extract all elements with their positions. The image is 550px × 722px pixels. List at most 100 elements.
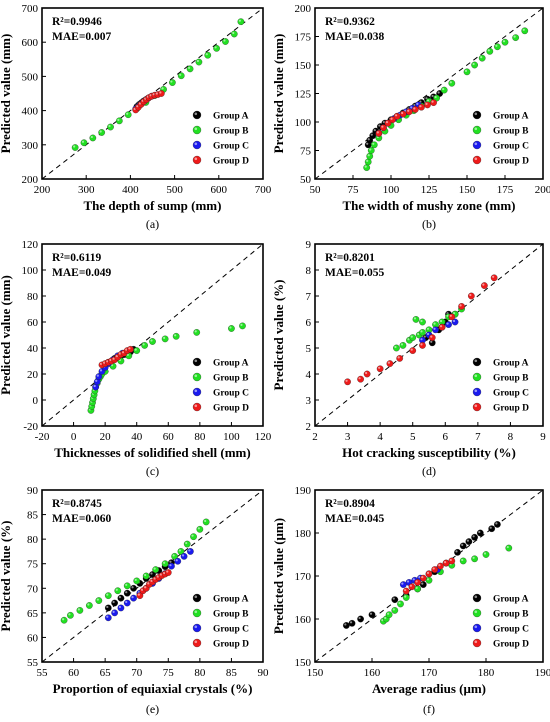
legend-marker-highlight (474, 112, 478, 116)
y-tick-label: 170 (295, 571, 312, 583)
point-highlight (381, 619, 384, 622)
data-point (445, 321, 452, 328)
point-highlight (344, 623, 347, 626)
data-point (123, 589, 131, 597)
data-point (142, 572, 150, 580)
point-highlight (144, 573, 147, 577)
data-point (204, 51, 212, 59)
point-highlight (140, 588, 144, 591)
point-highlight (106, 360, 109, 363)
data-point (375, 130, 383, 137)
point-highlight (125, 600, 128, 604)
legend-marker (192, 638, 202, 648)
legend-marker (472, 402, 482, 412)
data-point (414, 579, 421, 586)
x-tick-label: 170 (421, 667, 438, 679)
data-point (521, 27, 529, 35)
x-tick-label: 190 (535, 667, 550, 679)
legend-label: Group A (213, 112, 249, 122)
point-highlight (125, 583, 128, 586)
y-tick-label: 75 (300, 146, 312, 158)
legend-marker-highlight (194, 157, 198, 161)
point-highlight (376, 131, 379, 134)
y-tick-label: 190 (295, 485, 312, 497)
point-highlight (423, 335, 426, 338)
data-point (202, 518, 210, 526)
point-highlight (90, 135, 93, 139)
point-highlight (150, 579, 153, 582)
point-highlight (426, 332, 430, 336)
y-axis-label: Predicted value (%) (271, 280, 286, 391)
point-highlight (87, 603, 90, 606)
point-highlight (378, 366, 381, 369)
y-axis-label: Predicted value (mm) (271, 34, 286, 154)
legend-marker-highlight (474, 595, 478, 599)
point-highlight (166, 570, 169, 573)
point-highlight (128, 347, 131, 350)
mae-annotation: MAE=0.038 (325, 31, 385, 43)
point-highlight (400, 343, 404, 346)
x-tick-label: 8 (508, 431, 514, 443)
subplot-f: 150 160 170 180 190 150 160 170 180 190 Average ra… (271, 485, 550, 716)
x-tick-label: 7 (475, 431, 481, 443)
data-point (431, 566, 439, 573)
point-highlight (179, 73, 182, 76)
y-axis-label: Predicted value (mm) (0, 275, 13, 395)
point-highlight (449, 558, 452, 562)
subplot-e: 55 60 65 70 75 80 85 90 55 60 65 70 75 80 85 90 Proporti… (0, 485, 269, 716)
point-highlight (115, 355, 118, 358)
x-tick-label: 85 (226, 667, 238, 679)
y-tick-label: 40 (27, 343, 39, 355)
x-tick-label: 80 (194, 431, 206, 443)
point-highlight (472, 535, 475, 538)
panel-caption: (d) (422, 464, 436, 478)
point-highlight (175, 559, 178, 562)
x-tick-label: 180 (478, 667, 495, 679)
subplot-a: 200 300 400 500 600 700 200 300 400 500 600 700 The … (0, 3, 272, 231)
data-point (465, 538, 473, 545)
point-highlight (349, 621, 353, 624)
legend-marker (192, 387, 202, 397)
legend-label: Group D (213, 157, 249, 167)
data-point (399, 342, 407, 349)
panel-caption: (c) (146, 464, 159, 478)
point-highlight (439, 319, 443, 323)
y-tick-label: 5 (306, 343, 312, 355)
data-point (432, 326, 439, 334)
mae-annotation: MAE=0.055 (325, 267, 385, 279)
legend-label: Group C (493, 389, 529, 399)
data-point (168, 562, 175, 570)
data-point (152, 566, 160, 573)
y-tick-label: 9 (306, 239, 312, 251)
legend-label: Group B (493, 610, 529, 620)
point-highlight (118, 596, 122, 599)
data-point (357, 375, 364, 383)
point-highlight (452, 319, 456, 323)
data-point (408, 583, 416, 591)
point-highlight (156, 575, 159, 578)
point-highlight (188, 549, 191, 552)
x-tick-label: 60 (163, 431, 175, 443)
data-point (111, 599, 118, 607)
point-highlight (134, 578, 137, 582)
data-point (386, 360, 394, 367)
point-highlight (169, 564, 172, 567)
y-tick-label: 80 (27, 291, 39, 303)
mae-annotation: MAE=0.045 (325, 513, 385, 525)
point-highlight (159, 91, 162, 94)
point-highlight (99, 362, 103, 365)
data-point (133, 347, 141, 354)
x-tick-label: 150 (307, 667, 324, 679)
point-highlight (112, 357, 115, 360)
y-axis-label: Predicted value (mm) (0, 34, 13, 154)
x-tick-label: 100 (383, 184, 400, 196)
x-tick-label: 4 (377, 431, 383, 443)
legend-marker-highlight (194, 359, 198, 363)
data-point (478, 54, 486, 62)
legend-label: Group A (213, 595, 249, 605)
legend-marker-highlight (474, 610, 478, 614)
y-tick-label: 125 (295, 89, 312, 101)
legend-marker-highlight (194, 142, 198, 146)
data-point (459, 557, 467, 565)
